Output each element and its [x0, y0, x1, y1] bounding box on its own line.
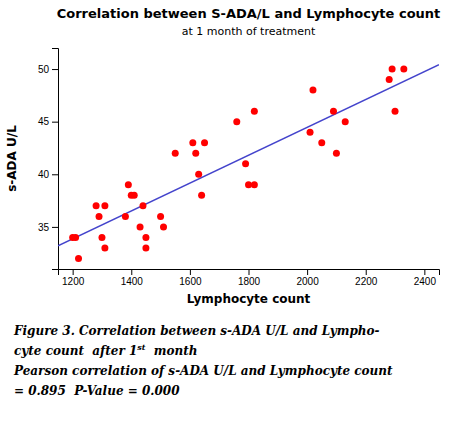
point: [101, 244, 108, 251]
point: [201, 139, 208, 146]
tick-label: 2400: [414, 276, 437, 287]
point: [342, 118, 349, 125]
caption: Figure 3. Correlation between s-ADA U/L …: [13, 324, 380, 338]
point: [242, 160, 249, 167]
tick: 50: [38, 64, 58, 75]
point: [137, 223, 144, 230]
point: [309, 87, 316, 94]
tick-label: 1400: [121, 276, 144, 287]
point: [189, 139, 196, 146]
tick-label: 2200: [355, 276, 378, 287]
point: [142, 234, 149, 241]
tick: 1600: [179, 269, 202, 287]
tick-mark: [131, 269, 132, 275]
tick-mark: [424, 269, 425, 275]
tick-mark: [52, 69, 58, 70]
tick-label: 1600: [179, 276, 202, 287]
point: [93, 202, 100, 209]
point: [131, 192, 138, 199]
tick: 40: [38, 169, 58, 180]
x-axis-title: Lymphocyte count: [187, 292, 311, 306]
tick-label: 1200: [62, 276, 85, 287]
point: [233, 118, 240, 125]
point: [198, 192, 205, 199]
point: [251, 108, 258, 115]
caption-part: cyte count after 1: [14, 344, 137, 358]
tick-label: 1800: [238, 276, 261, 287]
tick-mark: [52, 227, 58, 228]
tick: 1800: [238, 269, 261, 287]
caption: Pearson correlation of s-ADA U/L and Lym…: [13, 364, 393, 378]
point: [101, 202, 108, 209]
tick-mark: [190, 269, 191, 275]
subtitle: at 1 month of treatment: [182, 25, 316, 38]
caption: = 0.895 P-Value = 0.000: [14, 384, 180, 398]
point: [72, 234, 79, 241]
tick-mark: [73, 269, 74, 275]
tick: 45: [38, 116, 58, 127]
tick: 2000: [296, 269, 319, 287]
point: [330, 108, 337, 115]
tick-label: 35: [38, 222, 50, 233]
tick: 2400: [414, 269, 437, 287]
point: [192, 150, 199, 157]
caption: cyte count after 1st month: [14, 342, 198, 358]
tick-label: 45: [38, 116, 50, 127]
point: [96, 213, 103, 220]
tick-label: 40: [38, 169, 50, 180]
tick-mark: [366, 269, 367, 275]
point: [139, 202, 146, 209]
tick-mark: [52, 122, 58, 123]
tick: 2200: [355, 269, 378, 287]
point: [75, 255, 82, 262]
point: [125, 181, 132, 188]
chart: Correlation between S-ADA/L and Lymphocy…: [0, 0, 461, 429]
tick-mark: [249, 269, 250, 275]
point: [122, 213, 129, 220]
y-axis: 35 40 45 50: [38, 49, 59, 270]
point: [333, 150, 340, 157]
point: [400, 66, 407, 73]
caption-part: month: [145, 344, 197, 358]
point: [251, 181, 258, 188]
plot: 1200 1400 1600 1800 2000 2200 2400 35 40 45 50: [38, 49, 440, 288]
title: Correlation between S-ADA/L and Lymphocy…: [57, 6, 441, 21]
tick-label: 50: [38, 64, 50, 75]
point: [160, 223, 167, 230]
point: [389, 66, 396, 73]
point: [307, 129, 314, 136]
point: [318, 139, 325, 146]
tick: 1400: [121, 269, 144, 287]
point: [386, 76, 393, 83]
x-axis: 1200 1400 1600 1800 2000 2200 2400: [59, 269, 440, 287]
point: [392, 108, 399, 115]
y-axis-title: s-ADA U/L: [5, 125, 19, 192]
marks: [58, 65, 439, 262]
axis-line: [52, 49, 59, 270]
point: [157, 213, 164, 220]
axis-line: [59, 270, 440, 276]
tick-label: 2000: [296, 276, 319, 287]
trend-line: [58, 65, 439, 246]
tick: 1200: [62, 269, 85, 287]
tick-mark: [307, 269, 308, 275]
tick-mark: [52, 174, 58, 175]
point: [142, 244, 149, 251]
point: [172, 150, 179, 157]
point: [195, 171, 202, 178]
tick: 35: [38, 222, 58, 233]
point: [98, 234, 105, 241]
